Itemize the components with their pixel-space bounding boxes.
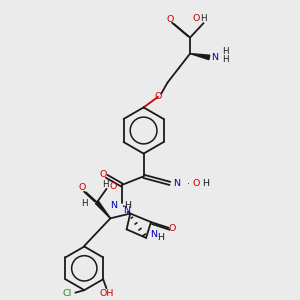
- Polygon shape: [95, 201, 110, 218]
- Text: O: O: [166, 15, 174, 24]
- Text: O: O: [192, 179, 200, 188]
- Text: O: O: [99, 170, 106, 179]
- Text: O: O: [193, 14, 200, 23]
- Text: O: O: [169, 224, 176, 233]
- Text: N: N: [110, 201, 117, 210]
- Text: H: H: [81, 200, 88, 208]
- Text: Cl: Cl: [62, 289, 71, 298]
- Text: H: H: [103, 181, 109, 190]
- Text: H: H: [124, 201, 131, 210]
- Text: N: N: [173, 179, 180, 188]
- Text: H: H: [202, 179, 209, 188]
- Text: O: O: [79, 183, 86, 192]
- Text: N: N: [212, 53, 219, 62]
- Text: O: O: [154, 92, 162, 101]
- Text: O: O: [110, 182, 117, 191]
- Polygon shape: [190, 54, 210, 60]
- Text: H: H: [222, 55, 229, 64]
- Text: ·: ·: [187, 180, 190, 189]
- Text: OH: OH: [100, 289, 114, 298]
- Text: H: H: [157, 233, 164, 242]
- Text: N: N: [150, 230, 157, 239]
- Text: H: H: [200, 14, 207, 23]
- Text: N: N: [123, 206, 130, 215]
- Text: H: H: [222, 46, 229, 56]
